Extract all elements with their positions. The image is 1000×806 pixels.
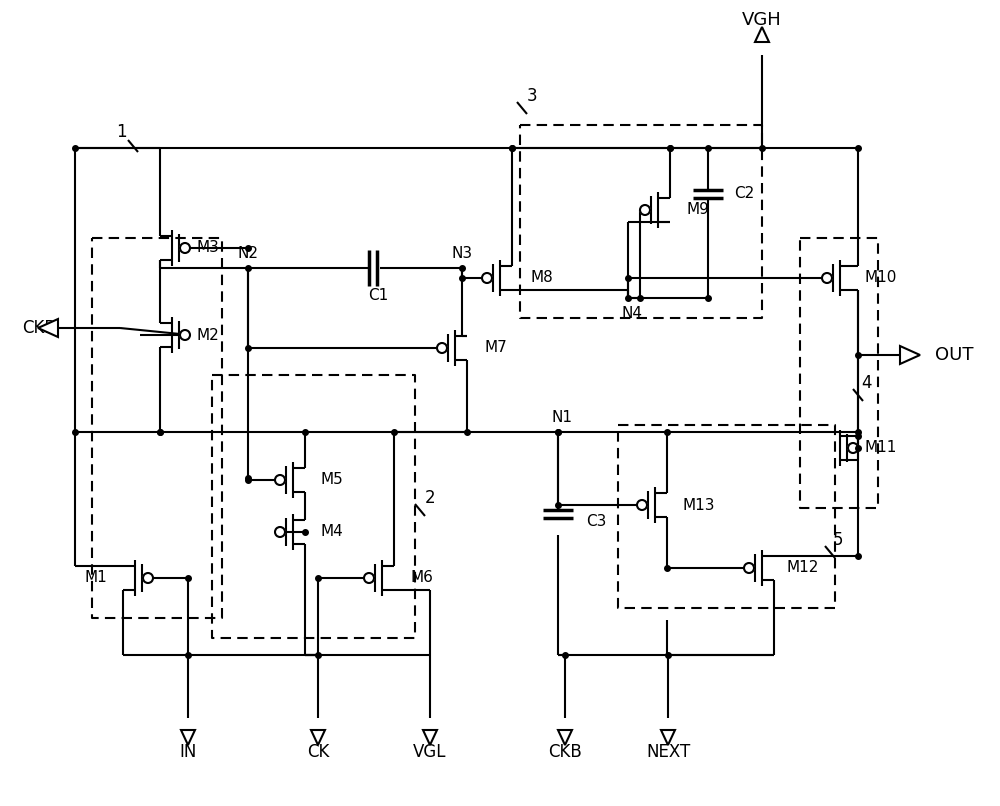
Polygon shape xyxy=(38,319,58,337)
Polygon shape xyxy=(311,730,325,745)
Text: OUT: OUT xyxy=(935,346,974,364)
Text: M3: M3 xyxy=(196,240,219,256)
Circle shape xyxy=(744,563,754,573)
Text: 5: 5 xyxy=(833,531,843,549)
Text: N1: N1 xyxy=(552,409,572,425)
Text: M11: M11 xyxy=(864,441,896,455)
Text: 1: 1 xyxy=(116,123,126,141)
Circle shape xyxy=(275,527,285,537)
Text: M9: M9 xyxy=(686,202,709,218)
Text: M12: M12 xyxy=(786,560,818,575)
Text: M2: M2 xyxy=(196,327,219,343)
Text: CKB: CKB xyxy=(548,743,582,761)
Polygon shape xyxy=(558,730,572,745)
Circle shape xyxy=(143,573,153,583)
Polygon shape xyxy=(181,730,195,745)
Text: CK: CK xyxy=(307,743,329,761)
Circle shape xyxy=(437,343,447,353)
Text: VGL: VGL xyxy=(413,743,447,761)
Circle shape xyxy=(180,243,190,253)
Polygon shape xyxy=(755,27,769,42)
Text: C3: C3 xyxy=(586,514,606,530)
Circle shape xyxy=(640,205,650,215)
Text: IN: IN xyxy=(179,743,197,761)
Circle shape xyxy=(364,573,374,583)
Text: M8: M8 xyxy=(530,271,553,285)
Text: M5: M5 xyxy=(321,472,344,488)
Text: M7: M7 xyxy=(485,340,508,355)
Text: N3: N3 xyxy=(451,247,473,261)
Circle shape xyxy=(637,500,647,510)
Text: 4: 4 xyxy=(861,374,871,392)
Polygon shape xyxy=(900,346,920,364)
Polygon shape xyxy=(661,730,675,745)
Text: C2: C2 xyxy=(734,186,754,202)
Text: 2: 2 xyxy=(425,489,435,507)
Text: M13: M13 xyxy=(683,497,716,513)
Text: N4: N4 xyxy=(622,306,642,322)
Text: VGH: VGH xyxy=(742,11,782,29)
Text: M6: M6 xyxy=(410,571,433,585)
Circle shape xyxy=(180,330,190,340)
Polygon shape xyxy=(423,730,437,745)
Text: N2: N2 xyxy=(238,247,258,261)
Circle shape xyxy=(482,273,492,283)
Text: M10: M10 xyxy=(864,271,896,285)
Circle shape xyxy=(275,475,285,485)
Text: 3: 3 xyxy=(527,87,537,105)
Text: NEXT: NEXT xyxy=(646,743,690,761)
Text: CKB: CKB xyxy=(22,319,56,337)
Text: M4: M4 xyxy=(321,525,344,539)
Circle shape xyxy=(848,443,858,453)
Text: C1: C1 xyxy=(368,289,388,304)
Text: M1: M1 xyxy=(84,571,107,585)
Circle shape xyxy=(822,273,832,283)
